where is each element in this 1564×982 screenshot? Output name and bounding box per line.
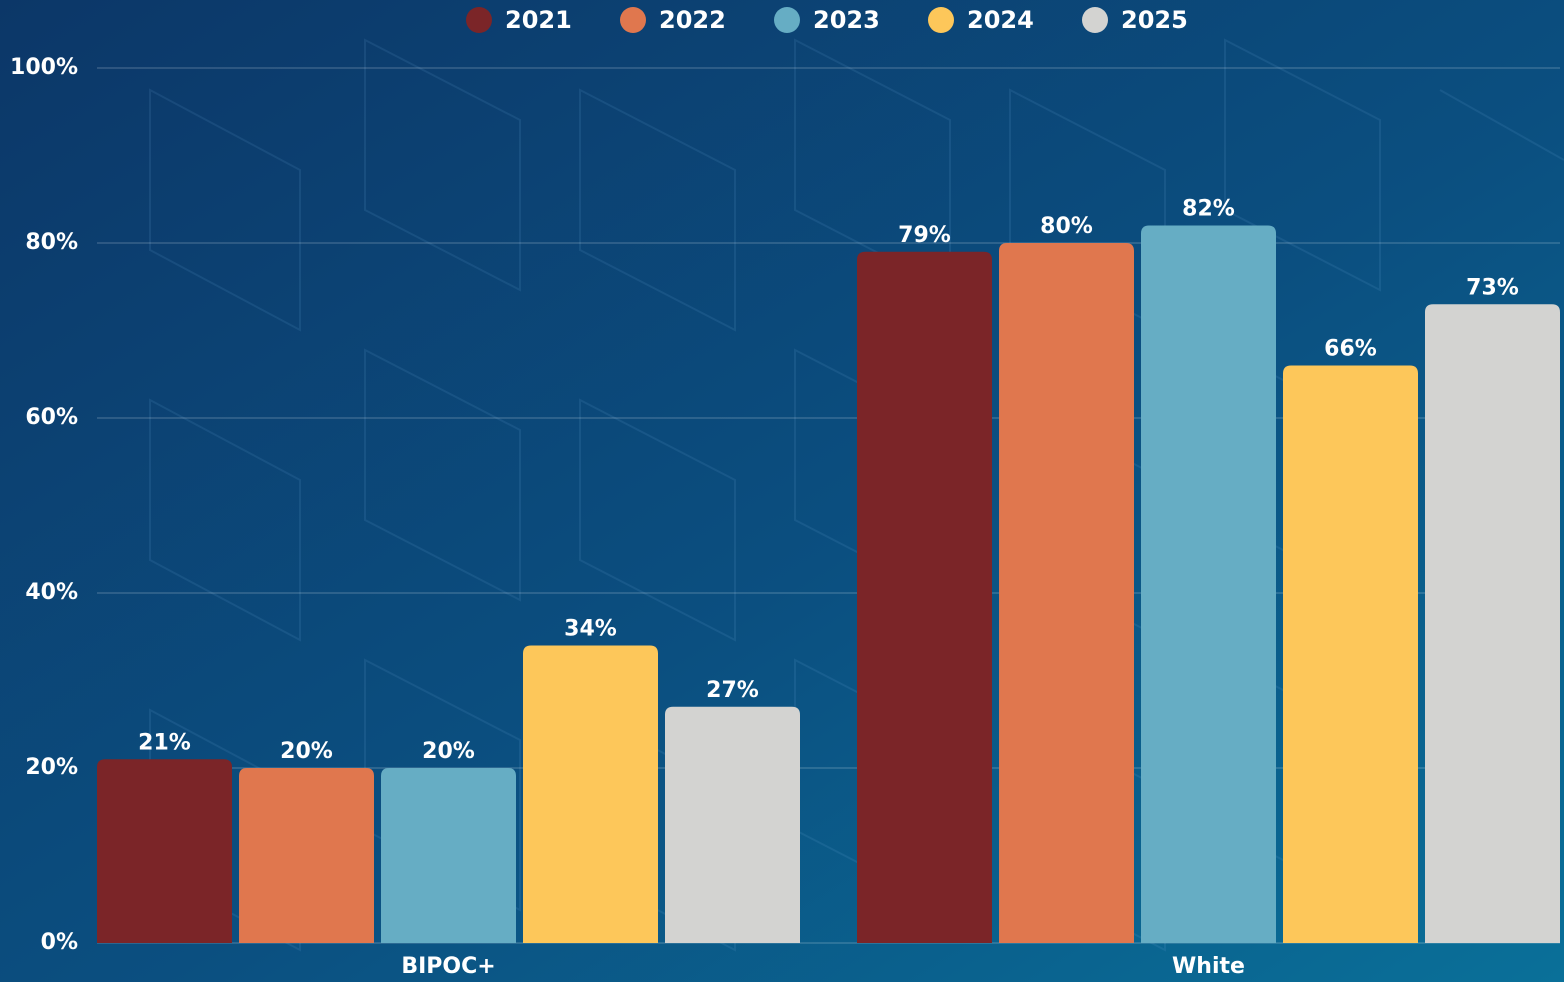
bar [381, 768, 516, 943]
value-label: 20% [280, 739, 333, 764]
value-label: 34% [564, 617, 617, 642]
bar [523, 645, 658, 943]
value-label: 21% [138, 730, 191, 755]
bar [97, 759, 232, 943]
legend-swatch [774, 7, 800, 33]
legend-label: 2022 [659, 6, 726, 34]
value-label: 82% [1182, 197, 1235, 222]
x-tick-label: White [1172, 954, 1245, 979]
bar [665, 706, 800, 943]
y-tick-label: 20% [25, 755, 78, 780]
bar [999, 243, 1134, 943]
bar [239, 768, 374, 943]
legend-label: 2023 [813, 6, 880, 34]
y-tick-label: 40% [25, 580, 78, 605]
value-label: 79% [898, 223, 951, 248]
legend-swatch [928, 7, 954, 33]
legend-swatch [466, 7, 492, 33]
y-tick-label: 100% [10, 55, 78, 80]
y-tick-label: 60% [25, 405, 78, 430]
legend-swatch [620, 7, 646, 33]
bar [1283, 365, 1418, 943]
y-tick-label: 0% [41, 930, 78, 955]
legend-swatch [1082, 7, 1108, 33]
bar [1425, 304, 1560, 943]
value-label: 20% [422, 739, 475, 764]
legend-label: 2025 [1121, 6, 1188, 34]
bar [857, 251, 992, 943]
bar [1141, 225, 1276, 943]
value-label: 73% [1466, 275, 1519, 300]
legend-label: 2024 [967, 6, 1034, 34]
value-label: 80% [1040, 214, 1093, 239]
value-label: 27% [706, 678, 759, 703]
y-tick-label: 80% [25, 230, 78, 255]
value-label: 66% [1324, 337, 1377, 362]
legend-label: 2021 [505, 6, 572, 34]
x-tick-label: BIPOC+ [401, 954, 495, 979]
